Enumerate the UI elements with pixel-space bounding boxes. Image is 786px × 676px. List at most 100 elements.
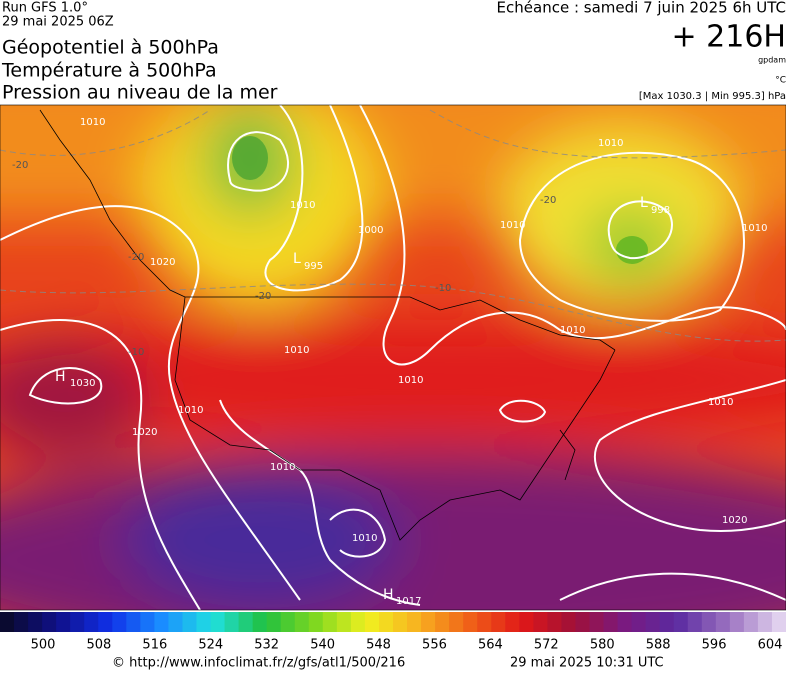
color-swatch (365, 612, 380, 632)
pressure-center-type: L (293, 251, 301, 267)
color-swatch (772, 612, 786, 632)
isobar-label: 1010 (270, 462, 295, 473)
color-swatch (267, 612, 282, 632)
color-swatch (519, 612, 534, 632)
color-swatch (716, 612, 731, 632)
color-swatch (449, 612, 464, 632)
colorbar: 500 508 516 524 532 540 548 556 564 572 580 588 596 6… (0, 612, 786, 653)
color-swatch (547, 612, 562, 632)
colorbar-tick-label: 540 (310, 638, 335, 653)
color-swatch (112, 612, 127, 632)
color-swatch (323, 612, 338, 632)
color-swatch (604, 612, 619, 632)
color-swatch (407, 612, 422, 632)
color-swatch (309, 612, 324, 632)
color-swatch (182, 612, 197, 632)
colorbar-tick-label: 516 (142, 638, 167, 653)
isobar-label: 1000 (358, 225, 383, 236)
colorbar-tick-label: 524 (198, 638, 223, 653)
isobar-label: 1010 (178, 405, 203, 416)
color-swatch (421, 612, 436, 632)
run-date: 29 mai 2025 06Z (2, 15, 114, 30)
colorbar-tick-label: 548 (366, 638, 391, 653)
color-swatch (702, 612, 717, 632)
run-label: Run GFS 1.0° (2, 1, 88, 16)
color-swatch (463, 612, 478, 632)
color-swatch (435, 612, 450, 632)
colorbar-tick-label: 532 (254, 638, 279, 653)
isobar-label: 1020 (132, 427, 157, 438)
pressure-center-value: 998 (651, 205, 670, 216)
source-link[interactable]: © http://www.infoclimat.fr/z/gfs/atl1/50… (112, 656, 405, 671)
temperature-label: -20 (255, 291, 271, 302)
colorbar-tick-label: 500 (31, 638, 56, 653)
color-swatch (744, 612, 759, 632)
color-swatch (0, 612, 15, 632)
unit-temp: °C (775, 76, 786, 86)
isobar-label: 1020 (722, 515, 747, 526)
color-swatch (126, 612, 141, 632)
map (0, 60, 786, 670)
valid-time: Echéance : samedi 7 juin 2025 6h UTC (497, 0, 786, 17)
colorbar-tick-label: 572 (534, 638, 559, 653)
color-swatch (618, 612, 633, 632)
colorbar-tick-label: 508 (87, 638, 112, 653)
temperature-label: -20 (12, 160, 28, 171)
generated-time: 29 mai 2025 10:31 UTC (510, 656, 664, 671)
color-swatch (42, 612, 57, 632)
isobar-label: 1010 (284, 345, 309, 356)
color-swatch (379, 612, 394, 632)
pressure-center-type: H (55, 369, 66, 385)
isobar-label: 1010 (80, 117, 105, 128)
pressure-center-value: 1017 (396, 596, 421, 607)
color-swatch (337, 612, 352, 632)
title: Pression au niveau de la mer (2, 82, 278, 104)
color-swatch (477, 612, 492, 632)
unit-height: gpdam (758, 56, 786, 65)
isobar-label: 1010 (290, 200, 315, 211)
isobar-label: 1020 (150, 257, 175, 268)
color-swatch (84, 612, 99, 632)
pressure-center-value: 995 (304, 261, 323, 272)
color-swatch (56, 612, 71, 632)
isobar-label: 1010 (500, 220, 525, 231)
temperature-label: -10 (128, 347, 144, 358)
color-swatch (28, 612, 43, 632)
isobar-label: 1010 (398, 375, 423, 386)
color-swatch (239, 612, 254, 632)
temperature-label: -10 (435, 283, 451, 294)
color-swatch (98, 612, 113, 632)
colorbar-tick-label: 564 (478, 638, 503, 653)
isobar-label: 1010 (708, 397, 733, 408)
color-swatch (730, 612, 745, 632)
color-swatch (660, 612, 675, 632)
color-swatch (505, 612, 520, 632)
isobar-label: 1010 (352, 533, 377, 544)
title: Température à 500hPa (1, 60, 217, 82)
pressure-center-type: H (383, 587, 394, 603)
color-swatch (758, 612, 773, 632)
colorbar-tick-label: 556 (422, 638, 447, 653)
title: Géopotentiel à 500hPa (2, 37, 219, 59)
isobar-label: 1010 (560, 325, 585, 336)
colorbar-tick-label: 604 (758, 638, 783, 653)
color-swatch (674, 612, 689, 632)
colorbar-tick-label: 596 (702, 638, 727, 653)
color-swatch (225, 612, 240, 632)
color-swatch (70, 612, 85, 632)
colorbar-tick-label: 580 (590, 638, 615, 653)
isobar-label: 1010 (742, 223, 767, 234)
colorbar-tick-label: 588 (646, 638, 671, 653)
isobar-label: 1010 (598, 138, 623, 149)
temperature-label: -20 (540, 195, 556, 206)
color-swatch (646, 612, 661, 632)
color-swatch (253, 612, 268, 632)
lead-time: + 216H (672, 20, 786, 55)
color-swatch (575, 612, 590, 632)
color-swatch (14, 612, 29, 632)
color-swatch (168, 612, 183, 632)
color-swatch (140, 612, 155, 632)
pressure-range: [Max 1030.3 | Min 995.3] hPa (639, 91, 786, 102)
color-swatch (561, 612, 576, 632)
